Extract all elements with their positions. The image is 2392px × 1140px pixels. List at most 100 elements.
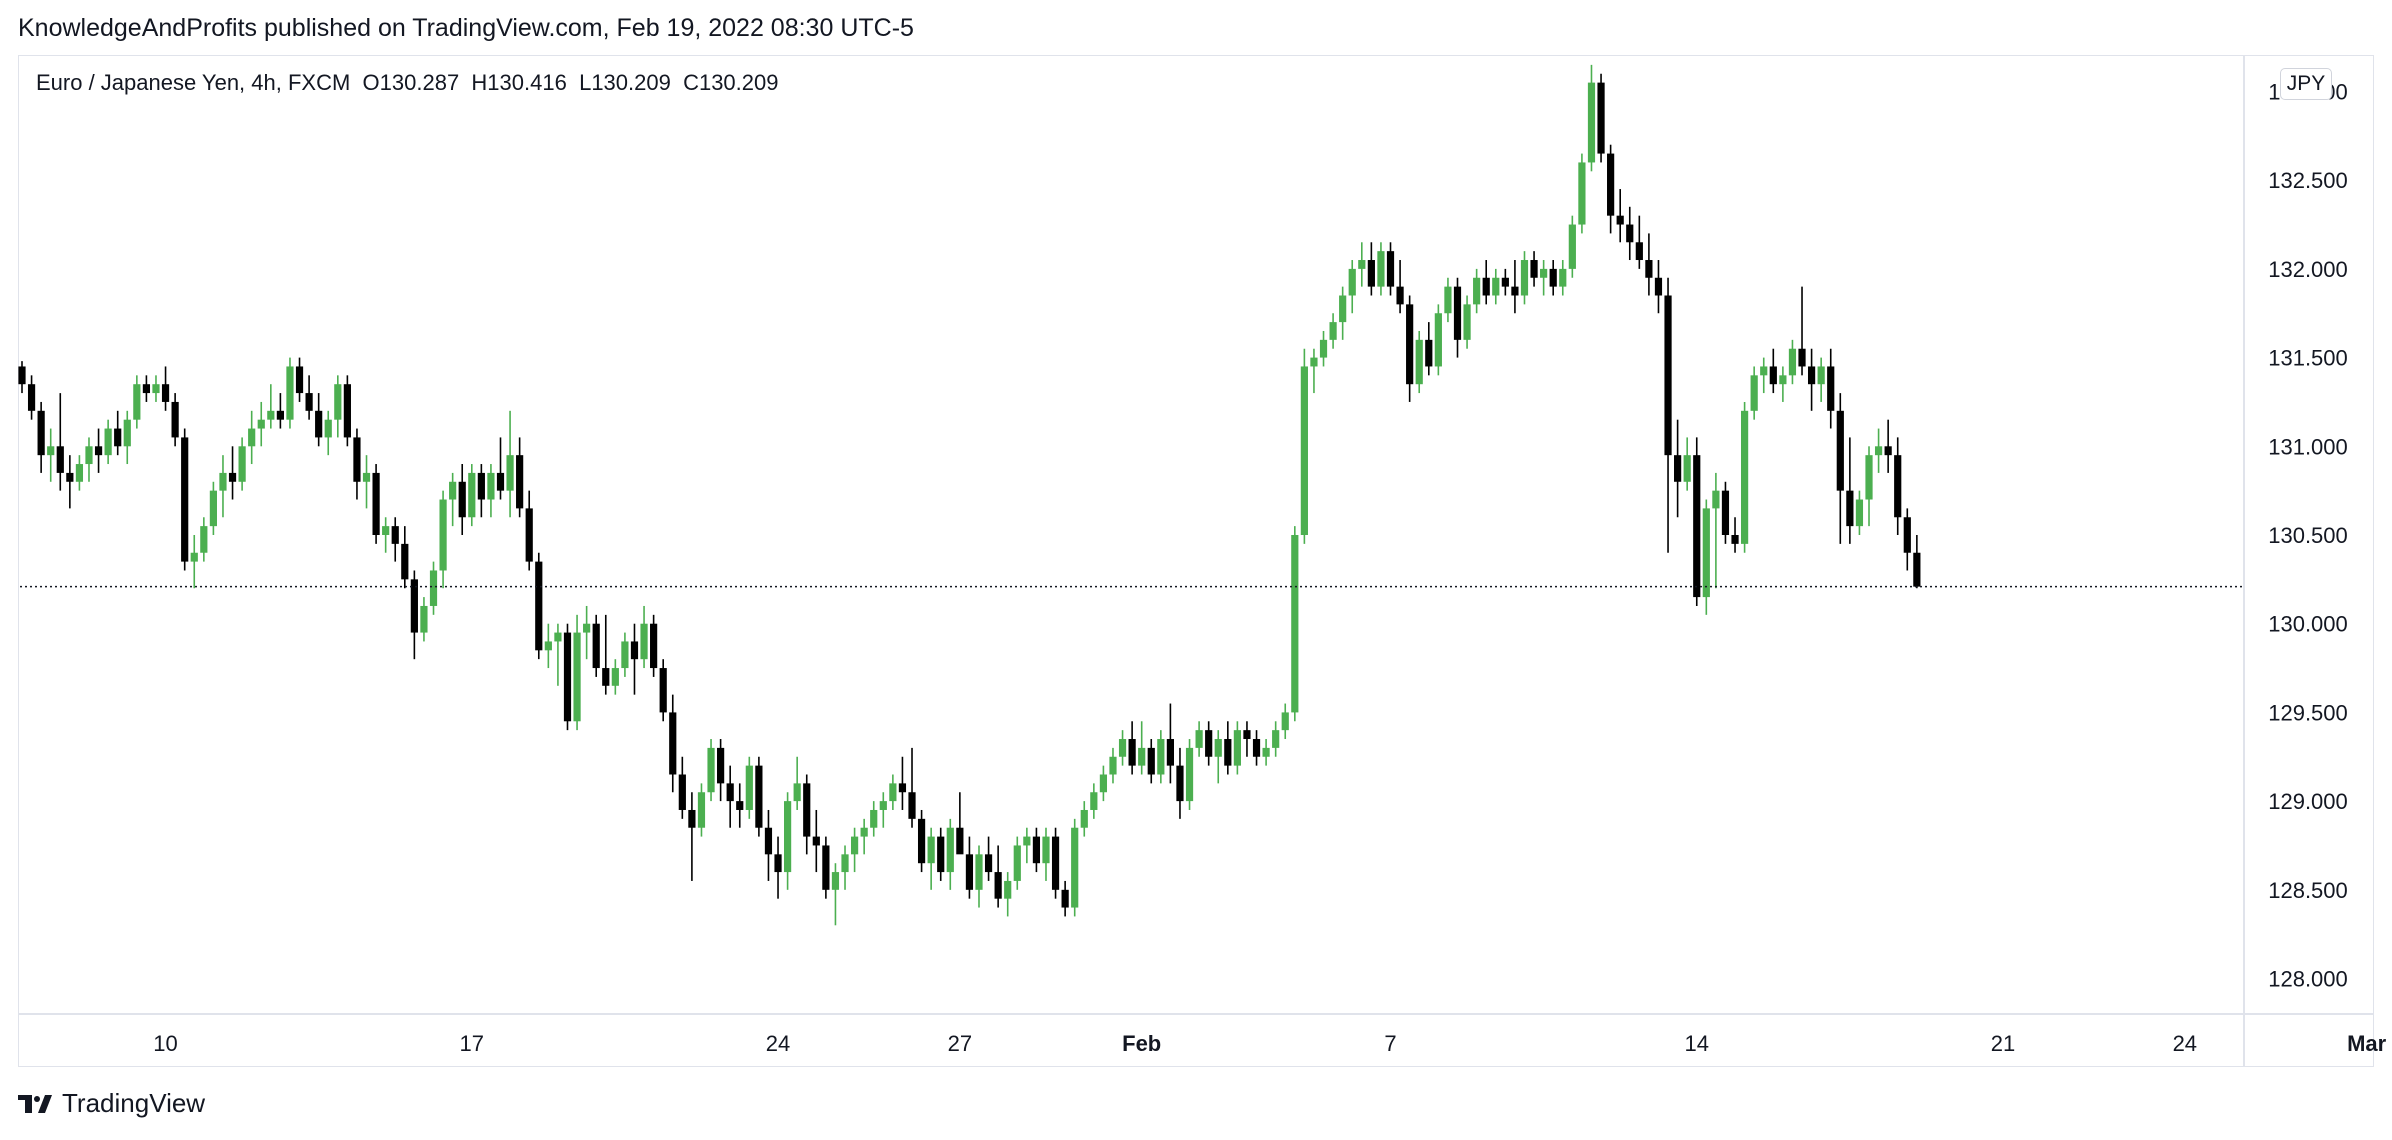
publisher-header: KnowledgeAndProfits published on Trading… [18, 14, 914, 42]
candle-body [917, 818, 926, 864]
candle-body [286, 366, 294, 420]
candle-body [267, 410, 275, 420]
currency-badge[interactable]: JPY [2280, 68, 2332, 100]
candle-body [1827, 366, 1835, 411]
y-tick-label: 129.500 [2268, 700, 2348, 725]
candle-body [238, 446, 246, 482]
candle-body [496, 472, 505, 491]
candle-body [305, 393, 313, 411]
candle-body [66, 472, 74, 482]
candle-body [420, 605, 428, 633]
candle-body [525, 508, 533, 562]
candle-body [860, 827, 868, 837]
candle-body [1807, 366, 1816, 385]
candle-body [755, 765, 763, 828]
candle-body [1147, 747, 1155, 775]
candle-body [1406, 304, 1414, 385]
candle-body [1865, 455, 1873, 500]
tradingview-logo[interactable]: TradingView [18, 1088, 205, 1119]
candle-body [994, 872, 1002, 899]
candle-body [908, 792, 916, 819]
candle-body [1530, 260, 1538, 278]
candle-body [401, 543, 409, 580]
candle-body [1032, 836, 1041, 864]
candle-body [1396, 286, 1404, 305]
y-tick-label: 128.500 [2268, 878, 2348, 903]
candle-body [1042, 836, 1050, 864]
candle-body [161, 384, 170, 402]
chart-legend: Euro / Japanese Yen, 4h, FXCM O130.287 H… [36, 70, 779, 96]
candle-body [726, 783, 734, 802]
candle-body [1894, 455, 1902, 518]
candle-body [334, 384, 342, 420]
candle-body [382, 526, 390, 535]
candle-body [133, 384, 141, 420]
candle-body [353, 437, 361, 482]
candle-body [659, 668, 667, 713]
candle-body [123, 419, 131, 447]
candle-body [1128, 739, 1136, 766]
candle-body [898, 783, 907, 793]
candle-body [458, 481, 466, 518]
candle-body [1798, 348, 1806, 367]
candle-body [544, 641, 552, 651]
candle-body [468, 472, 476, 518]
candle-body [1071, 827, 1079, 908]
candle-body [1281, 712, 1289, 731]
candle-body [171, 401, 179, 438]
candle-body [764, 827, 773, 855]
candle-body [1300, 366, 1308, 535]
x-tick-label: 24 [2173, 1031, 2197, 1056]
candle-body [1233, 730, 1241, 766]
x-tick-label: 10 [153, 1031, 177, 1056]
candle-body [831, 872, 840, 890]
y-tick-label: 132.000 [2268, 257, 2348, 282]
candle-body [1252, 739, 1261, 757]
candle-body [563, 632, 572, 722]
candle-body [18, 366, 26, 385]
candle-body [315, 410, 323, 438]
candle-body [621, 641, 629, 669]
x-tick-label: 7 [1384, 1031, 1396, 1056]
candle-body [975, 854, 983, 890]
candle-body [850, 836, 859, 855]
legend-symbol: Euro / Japanese Yen, 4h, FXCM [36, 70, 351, 95]
candle-body [209, 490, 217, 527]
candle-body [343, 384, 351, 438]
candle-body [1415, 339, 1423, 385]
candle-body [1319, 339, 1328, 358]
candle-body [1750, 375, 1758, 411]
candle-body [1080, 809, 1088, 828]
candle-body [391, 526, 399, 544]
candle-body [1788, 348, 1797, 376]
candle-body [1224, 739, 1232, 766]
candle-body [1578, 162, 1586, 225]
footer-brand: TradingView [62, 1088, 206, 1118]
candle-body [114, 428, 122, 447]
y-tick-label: 129.000 [2268, 789, 2348, 814]
candle-body [152, 384, 160, 394]
candle-body [1358, 260, 1366, 269]
candle-body [717, 747, 725, 784]
candle-body [774, 854, 782, 873]
x-tick-label: 24 [766, 1031, 790, 1056]
candle-body [1559, 268, 1567, 287]
candle-body [506, 455, 514, 491]
candle-body [248, 428, 256, 447]
candle-body [688, 809, 696, 828]
candle-body [937, 836, 945, 873]
candle-body [1099, 774, 1108, 793]
candle-body [707, 747, 715, 793]
tradingview-logo-icon [18, 1094, 52, 1113]
candle-body [650, 623, 658, 669]
candle-body [219, 472, 227, 491]
y-tick-label: 128.000 [2268, 967, 2348, 992]
candle-body [1607, 153, 1615, 216]
candle-body [669, 712, 677, 775]
candle-body [1348, 268, 1356, 296]
candle-body [190, 552, 198, 562]
candle-body [1473, 277, 1481, 305]
candle-body [1568, 224, 1576, 269]
candle-body [965, 854, 974, 890]
